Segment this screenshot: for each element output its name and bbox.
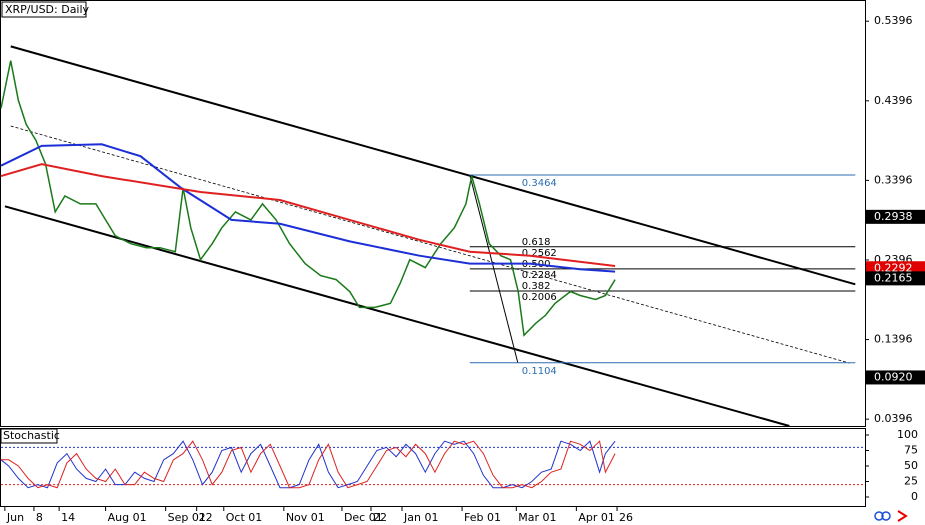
fib-ratio: 0.618 (522, 237, 551, 248)
price-marker (866, 271, 925, 286)
fib-price: 0.2284 (522, 270, 557, 281)
x-tick-label: Jan 01 (403, 511, 438, 524)
y-tick-label: 0.5396 (874, 14, 913, 27)
price-marker (866, 209, 925, 224)
x-tick-label: 22 (199, 511, 213, 524)
x-tick-label: Nov 01 (286, 511, 325, 524)
x-tick-label: Feb 01 (464, 511, 501, 524)
stoch-line (1, 440, 616, 489)
channel-line (10, 45, 856, 286)
price-marker (866, 370, 925, 385)
fib-price: 0.1104 (522, 366, 557, 377)
price-marker-label: 0.2292 (874, 261, 913, 274)
price-marker-label: 0.0920 (874, 370, 913, 383)
x-tick-label: Jun (6, 511, 24, 524)
price-line (0, 163, 616, 267)
icon[interactable] (897, 510, 908, 522)
x-tick-label: Apr 01 (578, 511, 615, 524)
x-tick-label: Aug 01 (108, 511, 147, 524)
price-marker-label: 0.2938 (874, 210, 913, 223)
price-line (0, 60, 616, 337)
y-tick-label: 0.3396 (874, 173, 913, 186)
icon[interactable] (874, 511, 884, 521)
y-tick-label: 75 (904, 444, 918, 457)
fib-price: 0.2562 (522, 248, 557, 259)
stoch-title: Stochastic (3, 429, 60, 442)
channel-line (10, 125, 850, 364)
y-tick-label: 0.4396 (874, 94, 913, 107)
x-tick-label: 14 (61, 511, 75, 524)
chart-title: XRP/USD: Daily (5, 3, 90, 16)
stoch-line (0, 440, 616, 489)
x-tick-label: 22 (373, 511, 387, 524)
x-tick-label: 8 (36, 511, 43, 524)
x-tick-label: Dec 01 (344, 511, 383, 524)
fib-price: 0.2006 (522, 292, 557, 303)
x-tick-label: Oct 01 (226, 511, 263, 524)
title-box (1, 1, 87, 18)
y-tick-label: 0 (911, 490, 918, 503)
price-line (0, 143, 616, 273)
y-tick-label: 100 (897, 428, 918, 441)
y-tick-label: 50 (904, 459, 918, 472)
channel-line (4, 205, 790, 427)
y-tick-label: 0.0396 (874, 412, 913, 425)
price-marker-label: 0.2165 (874, 271, 913, 284)
x-tick-label: Sep 01 (168, 511, 206, 524)
fib-ratio: 0.382 (522, 281, 551, 292)
fib-price: 0.3464 (522, 178, 557, 189)
x-tick-label: Mar 01 (518, 511, 556, 524)
y-tick-label: 0.1396 (874, 333, 913, 346)
toolbar-icons[interactable] (874, 510, 908, 522)
icon[interactable] (881, 511, 891, 521)
main-panel (0, 0, 866, 427)
stoch-title-box (0, 428, 58, 444)
x-tick-label: 26 (619, 511, 633, 524)
y-tick-label: 25 (904, 475, 918, 488)
